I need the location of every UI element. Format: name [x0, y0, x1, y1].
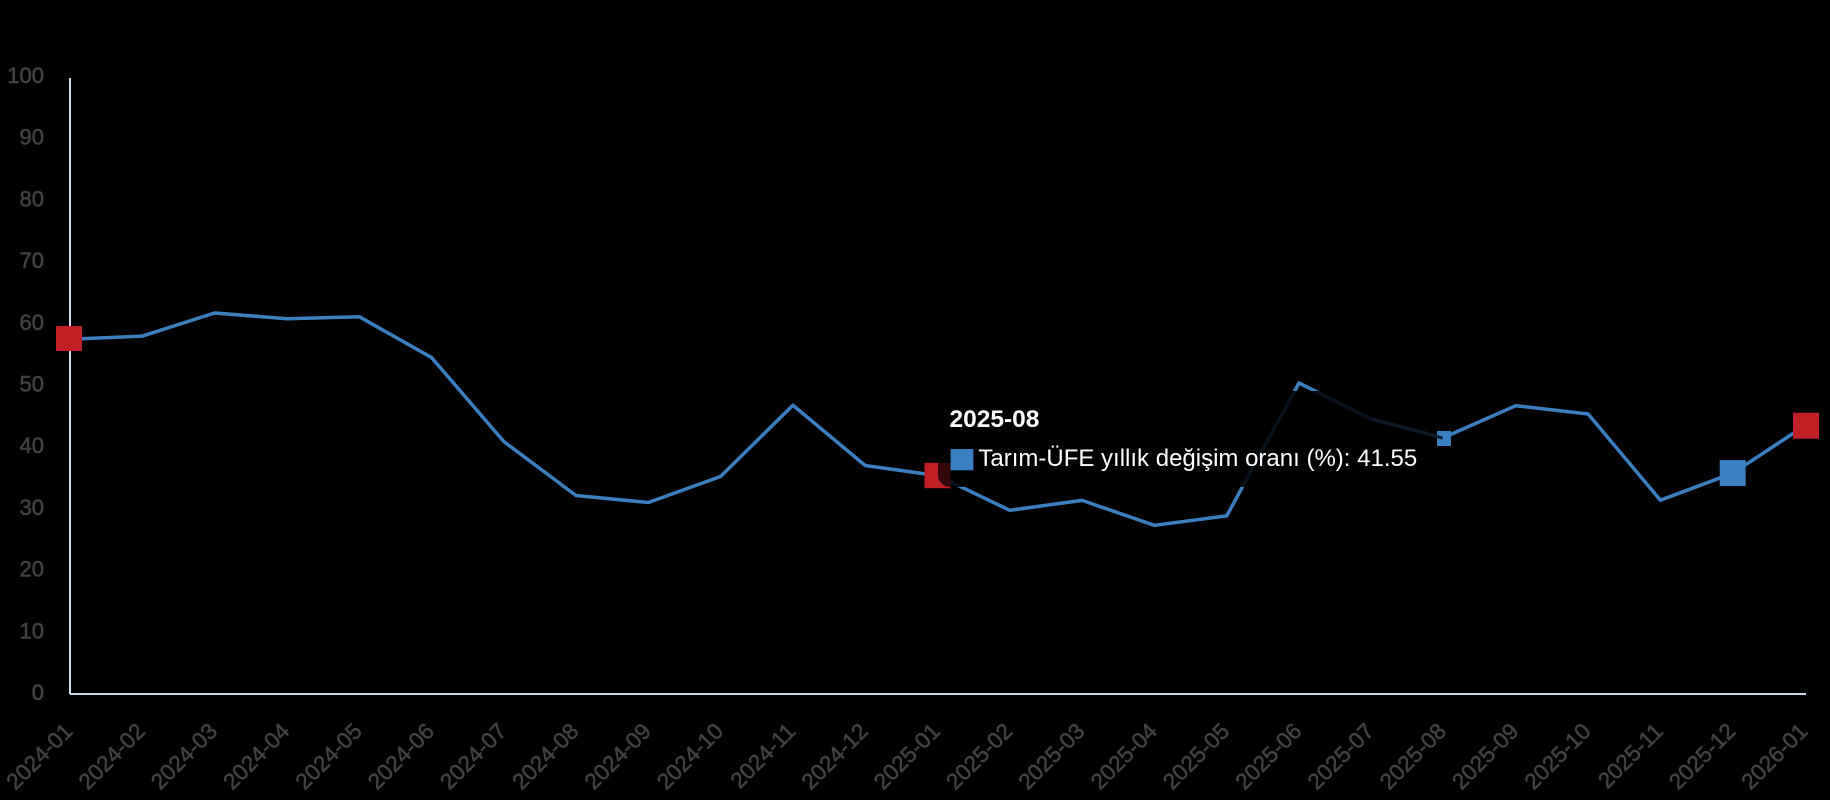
svg-text:30: 30	[20, 495, 44, 520]
svg-text:100: 100	[7, 63, 44, 88]
svg-text:50: 50	[20, 372, 44, 397]
svg-text:90: 90	[20, 125, 44, 150]
svg-text:10: 10	[20, 618, 44, 643]
svg-text:70: 70	[20, 248, 44, 273]
svg-text:60: 60	[20, 310, 44, 335]
svg-text:2025-08: 2025-08	[950, 406, 1040, 433]
svg-text:20: 20	[20, 557, 44, 582]
svg-text:40: 40	[20, 433, 44, 458]
svg-text:Tarım-ÜFE yıllık değişim oranı: Tarım-ÜFE yıllık değişim oranı (%): 41.5…	[978, 445, 1417, 472]
svg-text:0: 0	[32, 680, 44, 705]
svg-text:80: 80	[20, 186, 44, 211]
